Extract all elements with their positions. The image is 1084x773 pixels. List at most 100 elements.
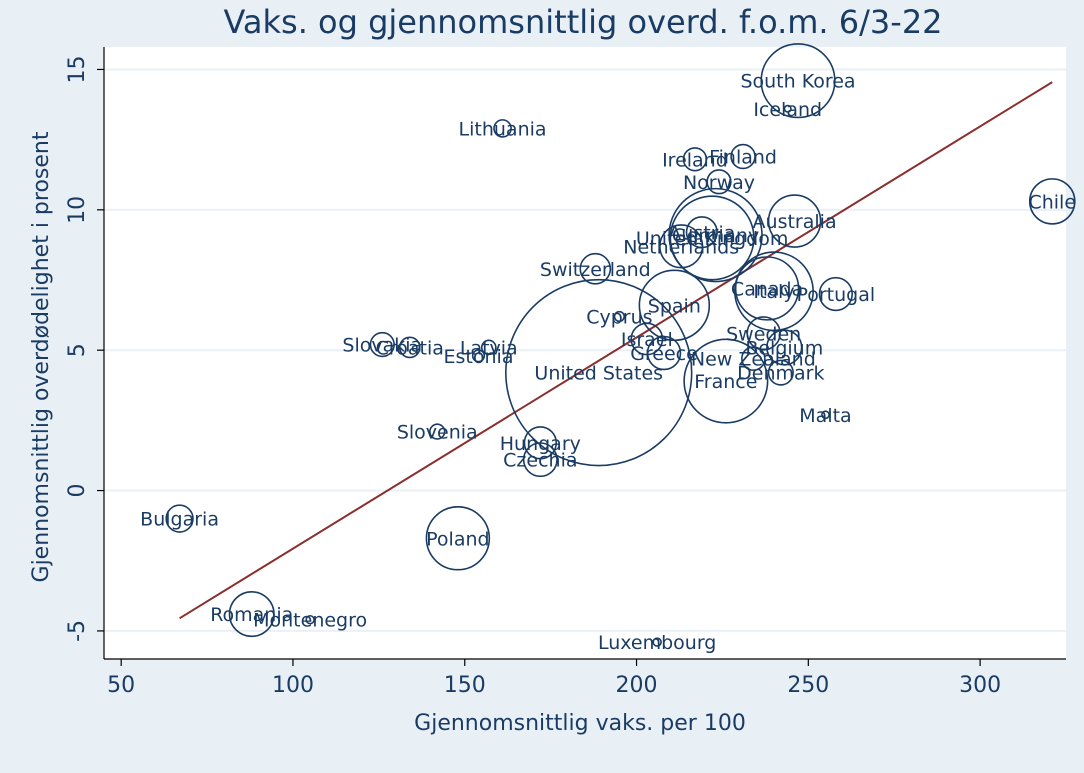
point-label: Switzerland [540,259,651,281]
data-point [398,336,421,359]
data-point [783,104,792,113]
point-label: United States [534,363,663,385]
data-point [683,338,769,424]
point-label: Luxembourg [598,632,716,654]
y-tick-label: 15 [65,55,90,83]
data-point [305,614,315,625]
y-tick-label: -5 [65,620,90,642]
chart-title: Vaks. og gjennomsnittlig overd. f.o.m. 6… [223,3,942,41]
point-label: Slovenia [397,422,478,444]
data-point [429,423,446,440]
data-point [730,143,756,170]
fitted-line [179,81,1053,620]
point-label: Australia [753,211,837,233]
y-tick-label: 0 [65,484,90,498]
data-point [613,310,625,323]
data-point [682,147,708,172]
data-point [425,506,491,571]
point-label: Hungary [500,433,581,455]
data-point [767,194,822,248]
data-point [766,329,803,366]
gridlines [104,68,1066,632]
axes [103,47,1066,660]
data-point [505,278,693,467]
point-label: Greece [630,343,698,365]
data-point [685,216,718,249]
point-label: Chile [1028,191,1076,213]
ticks: -5 0 5 10 15 50 100 150 200 250 300 [65,55,1001,698]
point-label: Latvia [460,337,518,359]
point-label: Poland [426,528,489,550]
point-label: Finland [709,146,777,168]
point-label: Belgium [745,337,823,359]
point-label: Sweden [726,323,801,345]
point-labels-layer: South Korea Iceland Lithuania FinlandIrelan… [140,71,1076,654]
data-point [741,346,766,371]
point-label: Slovakia [342,335,422,357]
data-point [646,335,682,371]
data-point [1028,178,1076,225]
data-point [821,410,830,420]
x-tick-label: 150 [444,673,486,698]
point-label: Lithuania [459,118,547,140]
data-point [668,187,763,283]
point-label: Netherlands [623,236,739,258]
y-tick-label: 5 [65,343,90,357]
data-point [165,504,194,533]
point-label: Norway [683,172,755,194]
data-point [746,316,781,351]
point-label: Romania [210,604,293,626]
data-point [652,637,662,647]
data-point [369,331,395,358]
fit-line-layer [179,81,1053,620]
x-tick-label: 100 [272,673,314,698]
x-tick-label: 200 [616,673,658,698]
point-label: United Kingdom [636,228,789,250]
point-label: Portugal [796,284,875,306]
x-axis-label: Gjennomsnittlig vaks. per 100 [414,711,746,736]
data-point [630,322,664,356]
data-point [228,591,275,638]
data-point [471,349,486,363]
point-label: Croatia [376,337,444,359]
point-label: Germany [672,225,759,247]
data-point [818,276,853,312]
x-tick-label: 50 [107,673,135,698]
data-point [706,169,732,195]
point-label: Israel [621,329,673,351]
x-tick-label: 250 [787,673,829,698]
point-label: Cyprus [586,307,652,329]
point-label: Czechia [503,450,577,472]
y-axis-label: Gjennomsnittlig overdødelighet i prosent [29,131,54,582]
point-label: Bulgaria [140,509,219,531]
points-layer [165,43,1076,647]
point-label: Italy [753,281,794,303]
data-point [760,43,836,119]
data-point [523,426,558,460]
point-label: Denmark [737,363,824,385]
point-label: Spain [648,295,701,317]
point-label: Iceland [753,99,822,121]
data-point [733,251,814,332]
data-point [493,119,512,138]
point-label: Estonia [444,346,514,368]
point-label: Malta [799,405,851,427]
data-point [767,359,794,386]
data-point [522,442,558,478]
point-label: France [694,371,757,393]
plot-area [104,47,1066,659]
point-label: Montenegro [253,610,367,632]
point-label: South Korea [740,71,855,93]
y-tick-label: 10 [65,196,90,224]
data-point [480,339,497,356]
point-label: Austria [668,222,735,244]
point-label: Canada [731,278,803,300]
x-tick-label: 300 [959,673,1001,698]
point-label: Ireland [662,149,728,171]
data-point [734,256,800,321]
data-point [579,252,612,285]
data-point [659,224,704,269]
data-point [669,195,755,281]
